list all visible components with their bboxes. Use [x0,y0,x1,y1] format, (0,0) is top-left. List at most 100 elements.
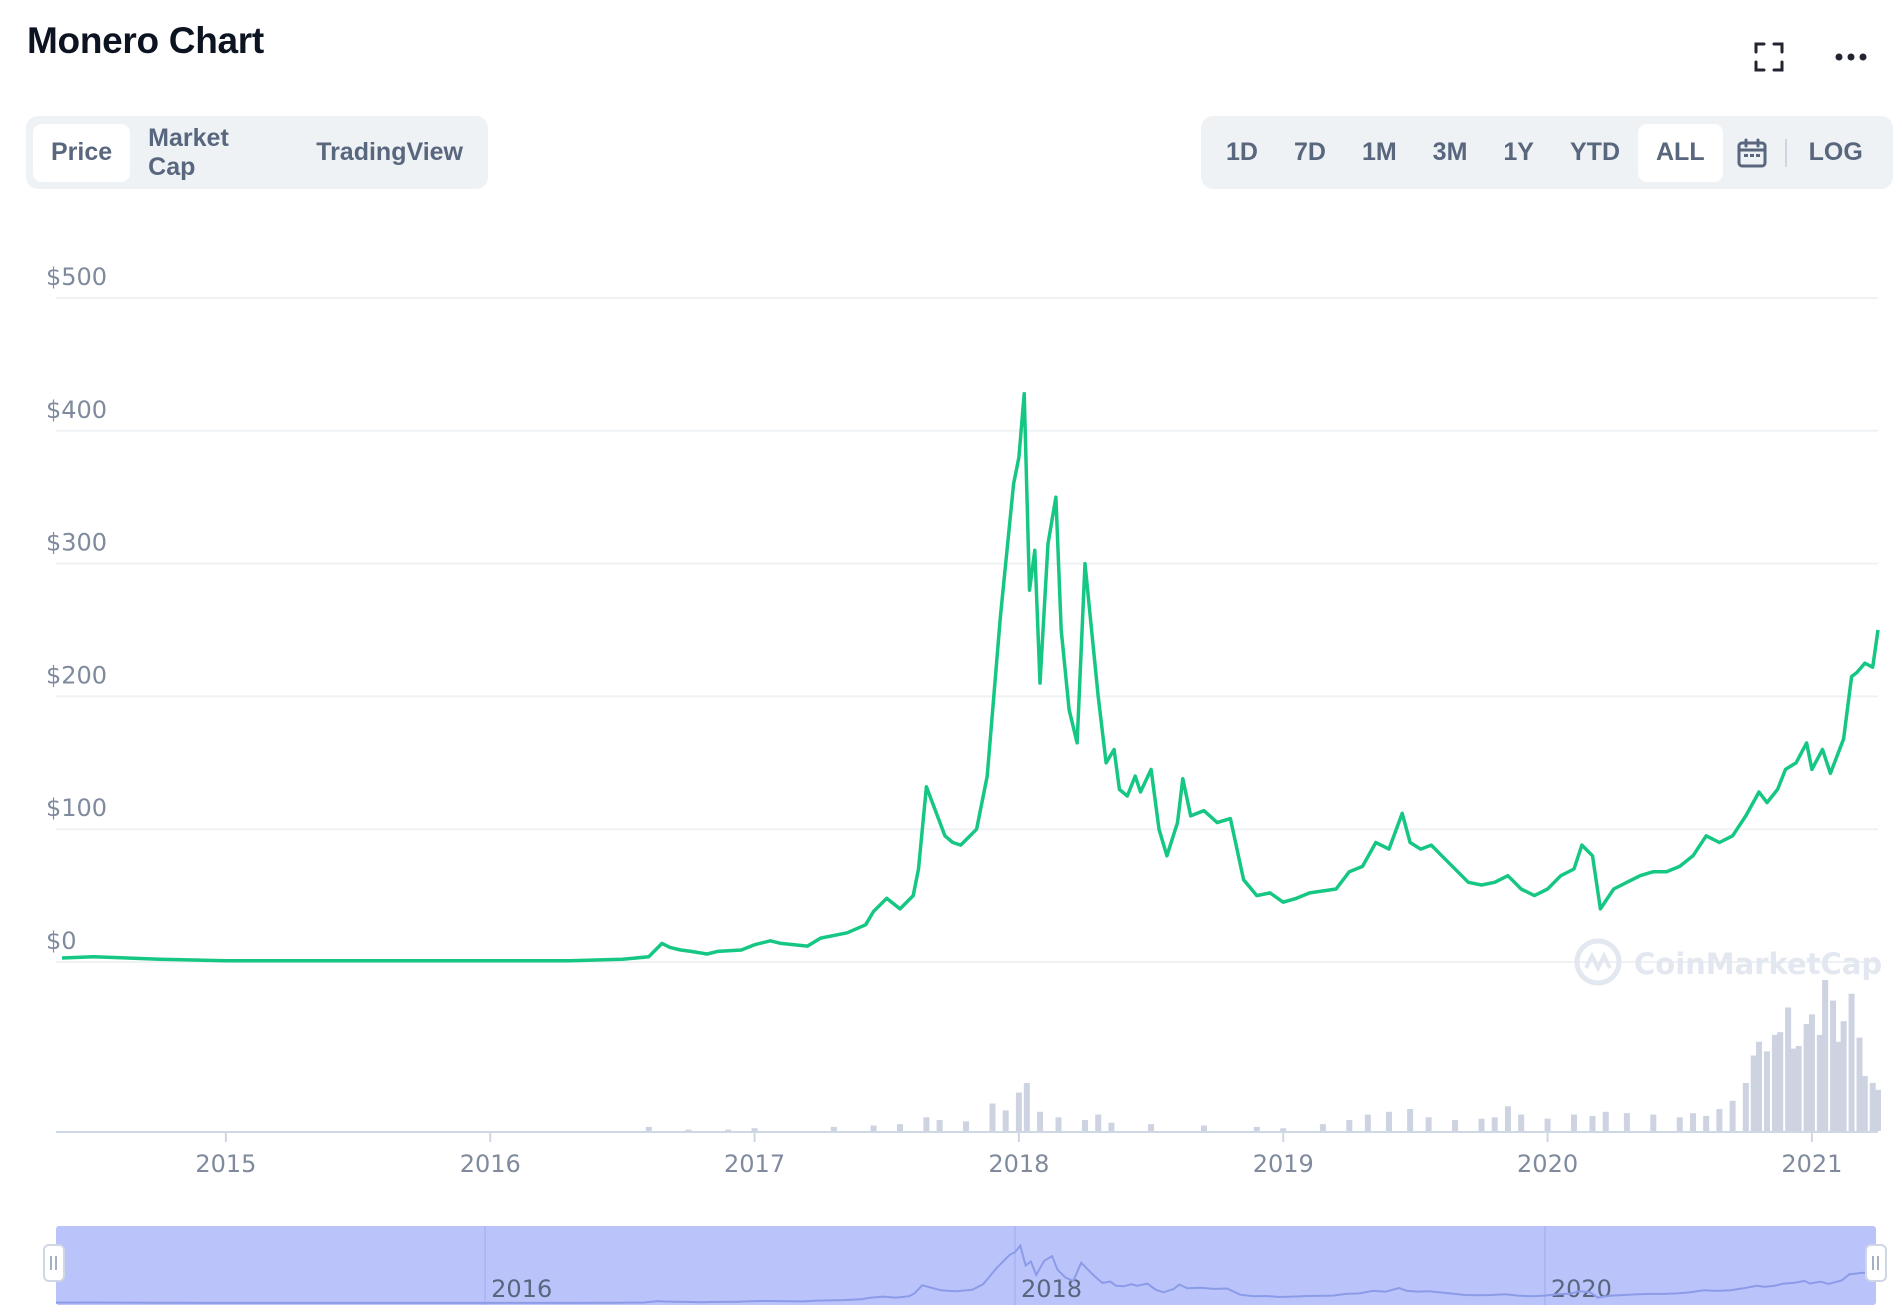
more-horizontal-icon[interactable] [1828,34,1874,80]
volume-bar [1504,1106,1511,1131]
volume-bar [1518,1114,1525,1131]
x-tick-label: 2019 [1253,1150,1314,1178]
range-1d[interactable]: 1D [1226,138,1258,166]
range-all[interactable]: ALL [1638,123,1723,182]
watermark-text: CoinMarketCap [1634,947,1882,981]
x-tick-label: 2017 [724,1150,785,1178]
volume-bar [936,1120,943,1131]
navigator-line [55,1243,1877,1304]
volume-bar [1623,1113,1630,1131]
navigator[interactable]: 2016 2018 2020 [43,1226,1887,1305]
volume-bar [1861,1076,1868,1131]
volume-bar [870,1125,877,1131]
volume-bar [1816,1034,1823,1131]
navigator-selection[interactable] [56,1226,1876,1305]
volume-bar [1856,1037,1863,1131]
volume-bar [1756,1041,1763,1131]
volume-bars [645,980,1881,1131]
log-toggle[interactable]: LOG [1808,138,1863,166]
volume-bar [1200,1125,1207,1131]
volume-bar [1777,1032,1784,1131]
volume-bar [685,1129,692,1131]
volume-bar [1650,1114,1657,1131]
volume-bar [1771,1034,1778,1131]
range-tabs: 1D 7D 1M 3M 1Y YTD ALL LOG [1201,116,1893,189]
volume-bar [1452,1120,1459,1131]
volume-bar [1253,1126,1260,1131]
volume-bar [963,1121,970,1131]
volume-bar [1108,1122,1115,1131]
grid-lines [56,297,1878,963]
volume-bar [1869,1082,1876,1131]
volume-bar [896,1124,903,1131]
volume-bar [1095,1114,1102,1131]
volume-bar [1571,1114,1578,1131]
volume-bar [1589,1115,1596,1131]
y-tick-label: $300 [46,529,107,557]
volume-bar [1790,1048,1797,1131]
volume-bar [1803,1023,1810,1131]
price-series-line [61,391,1880,963]
volume-bar [1750,1055,1757,1131]
volume-bar [645,1126,652,1131]
volume-bar [1703,1115,1710,1131]
volume-bar [1478,1118,1485,1131]
volume-bar [1407,1109,1414,1131]
navigator-handle-right[interactable] [1865,1244,1887,1282]
volume-bar [1023,1082,1030,1131]
watermark: CoinMarketCap [1574,938,1882,986]
volume-bar [1676,1117,1683,1131]
volume-bar [1763,1051,1770,1131]
x-tick-label: 2021 [1781,1150,1842,1178]
volume-bar [1689,1113,1696,1131]
volume-bar [1346,1120,1353,1131]
navigator-tick-label: 2016 [491,1275,552,1303]
y-tick-label: $0 [46,927,77,955]
range-1m[interactable]: 1M [1361,138,1397,166]
x-tick-label: 2016 [460,1150,521,1178]
toolbar-divider [1784,138,1787,167]
volume-bar [1848,993,1855,1131]
volume-bar [1491,1117,1498,1131]
range-3m[interactable]: 3M [1432,138,1468,166]
volume-bar [1055,1117,1062,1131]
volume-bar [1830,1000,1837,1131]
volume-bar [1385,1111,1392,1131]
volume-bar [989,1103,996,1131]
x-tick-label: 2018 [988,1150,1049,1178]
volume-bar [1835,1041,1842,1131]
y-tick-label: $200 [46,661,107,689]
volume-bar [751,1128,758,1131]
x-tick-label: 2015 [195,1150,256,1178]
volume-bar [1280,1128,1287,1131]
calendar-icon[interactable] [1723,124,1781,182]
volume-bar [1364,1114,1371,1131]
tab-price[interactable]: Price [33,123,131,182]
y-tick-label: $400 [46,396,107,424]
tab-market-cap[interactable]: Market Cap [148,123,229,181]
navigator-handle-left[interactable] [43,1244,65,1282]
volume-bar [1319,1124,1326,1131]
tab-tradingview[interactable]: TradingView [316,138,463,166]
y-axis-labels: $0 $100 $200 $300 $400 $500 [46,263,107,955]
y-tick-label: $500 [46,263,107,291]
volume-bar [1716,1109,1723,1131]
volume-bar [830,1126,837,1131]
range-ytd[interactable]: YTD [1570,138,1620,166]
x-tick-label: 2020 [1517,1150,1578,1178]
range-1y[interactable]: 1Y [1503,138,1534,166]
x-axis-labels: 2015 2016 2017 2018 2019 2020 2021 [195,1132,1842,1178]
page-title: Monero Chart [27,20,264,61]
range-7d[interactable]: 7D [1293,138,1326,166]
volume-bar [1785,1007,1792,1131]
volume-bar [1822,980,1829,1131]
navigator-tick-label: 2020 [1551,1275,1612,1303]
volume-bar [1081,1120,1088,1131]
volume-bar [1795,1045,1802,1131]
volume-bar [1729,1100,1736,1131]
fullscreen-icon[interactable] [1746,34,1792,80]
navigator-ticks: 2016 2018 2020 [484,1226,1612,1305]
volume-bar [1875,1089,1881,1131]
volume-bar [1602,1111,1609,1131]
